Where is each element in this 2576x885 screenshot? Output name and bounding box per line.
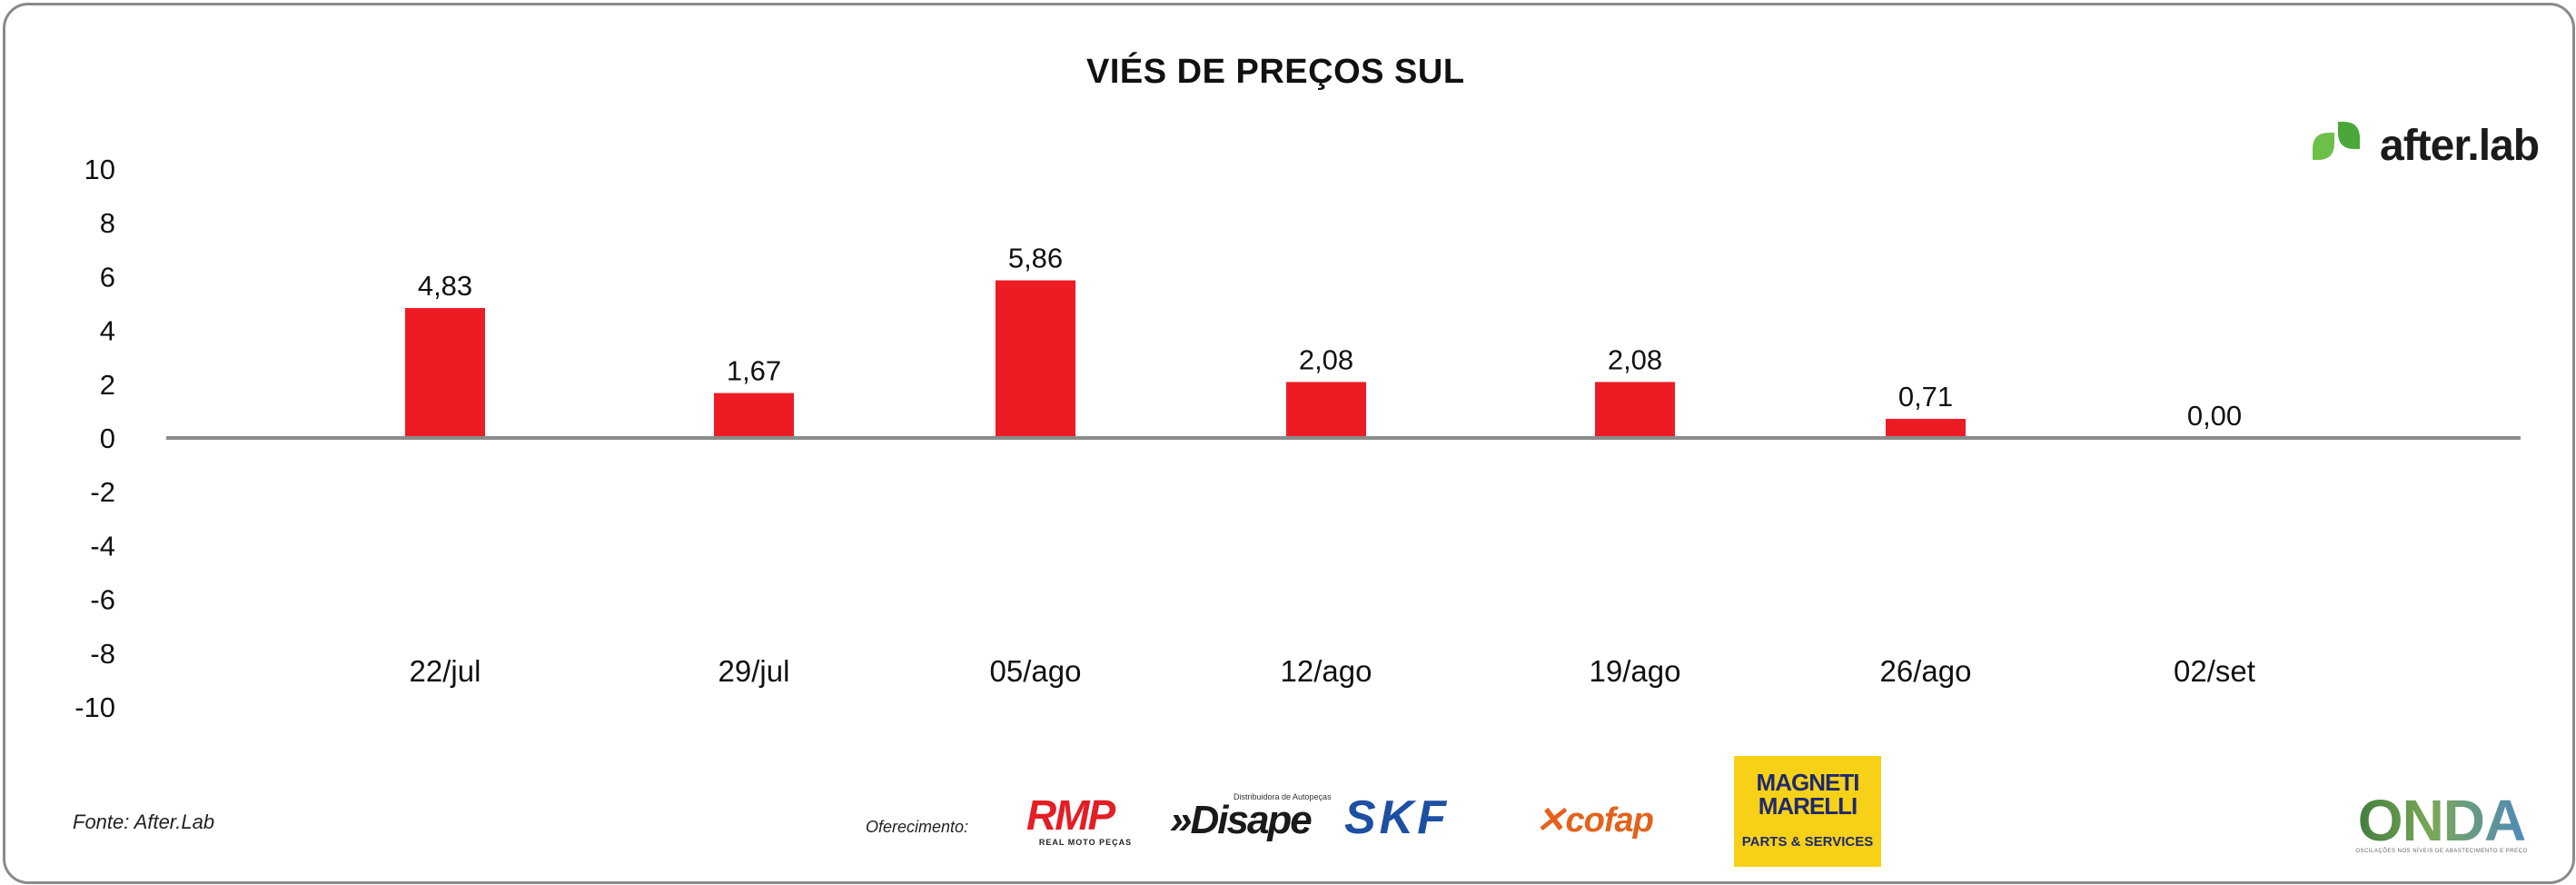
data-label: 0,71 <box>1898 381 1953 413</box>
x-tick-label: 26/ago <box>1880 654 1972 688</box>
chart-frame <box>3 3 2575 884</box>
disape-mark: »Disape <box>1170 798 1313 842</box>
y-tick-label: -2 <box>90 476 115 508</box>
y-tick-label: -8 <box>90 638 115 670</box>
x-tick-label: 05/ago <box>990 654 1082 688</box>
leaf-icon <box>2313 122 2360 160</box>
bar <box>405 308 485 438</box>
bar <box>996 280 1075 438</box>
brand-name: after.lab <box>2380 121 2540 170</box>
y-tick-label: 6 <box>100 261 115 293</box>
magneti-line2: MARELLI <box>1758 792 1858 820</box>
bar <box>714 393 794 438</box>
source-note: Fonte: After.Lab <box>73 810 215 833</box>
chart-title: VIÉS DE PREÇOS SUL <box>1086 53 1465 91</box>
y-tick-label: -10 <box>74 691 115 723</box>
onda-sub: OSCILAÇÕES NOS NÍVEIS DE ABASTECIMENTO E… <box>2355 849 2528 854</box>
rmp-sub: REAL MOTO PEÇAS <box>1038 838 1133 847</box>
x-tick-label: 19/ago <box>1590 654 1681 688</box>
cofap-mark: cofap <box>1565 800 1654 840</box>
brand-logo: after.lab <box>2307 118 2540 173</box>
disape-sub: Distribuidora de Autopeças <box>1234 792 1332 801</box>
bar <box>1595 382 1675 438</box>
y-tick-label: 0 <box>100 423 115 454</box>
data-label: 2,08 <box>1608 343 1662 375</box>
bar <box>1286 382 1366 438</box>
data-label: 2,08 <box>1299 343 1353 375</box>
skf-mark: SKF <box>1344 791 1450 844</box>
cofap-x-icon: ✕ <box>1535 800 1566 840</box>
y-tick-label: 4 <box>100 315 115 347</box>
x-tick-label: 29/jul <box>718 654 790 688</box>
y-tick-label: -4 <box>90 530 115 562</box>
x-tick-label: 22/jul <box>410 654 481 688</box>
sponsor-rmp-logo: RMP REAL MOTO PEÇAS <box>1026 794 1144 847</box>
y-tick-label: 8 <box>100 207 115 239</box>
data-label: 0,00 <box>2187 400 2242 432</box>
x-tick-label: 02/set <box>2174 654 2255 688</box>
data-label: 5,86 <box>1008 243 1063 274</box>
sponsor-magneti-marelli-logo: MAGNETI MARELLI PARTS & SERVICES <box>1734 756 1881 867</box>
magneti-line1: MAGNETI <box>1756 769 1860 796</box>
y-tick-label: 2 <box>100 369 115 401</box>
sponsor-label: Oferecimento: <box>866 818 969 836</box>
rmp-mark: RMP <box>1026 791 1115 839</box>
sponsor-disape-logo: Distribuidora de Autopeças »Disape <box>1170 792 1332 840</box>
onda-mark: ONDA <box>2351 791 2532 850</box>
y-tick-label: 10 <box>84 154 115 185</box>
bar <box>1886 418 1966 438</box>
magneti-sub: PARTS & SERVICES <box>1741 834 1874 850</box>
x-tick-label: 12/ago <box>1281 654 1372 688</box>
sponsor-cofap-logo: ✕ cofap <box>1535 800 1654 841</box>
onda-logo: ONDA OSCILAÇÕES NOS NÍVEIS DE ABASTECIME… <box>2351 791 2532 854</box>
data-label: 4,83 <box>418 270 472 302</box>
sponsor-skf-logo: SKF <box>1344 794 1450 841</box>
y-tick-label: -6 <box>90 584 115 616</box>
data-label: 1,67 <box>727 355 781 387</box>
